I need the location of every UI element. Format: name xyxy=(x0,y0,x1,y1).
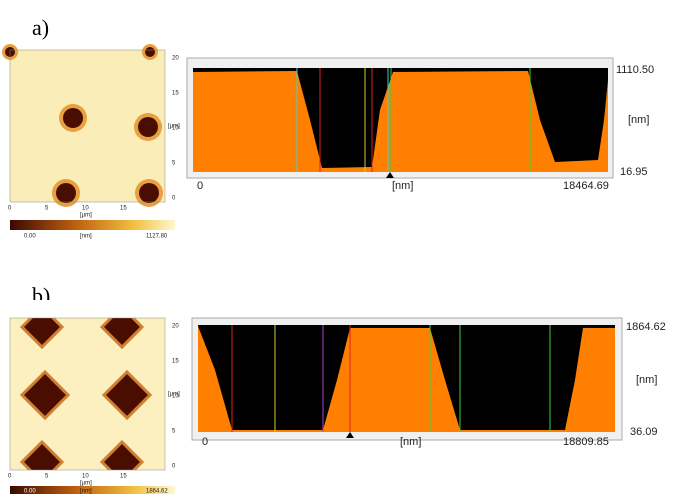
colorbar-label: 1864.62 xyxy=(146,489,168,495)
colorbar-label: 0.00 xyxy=(24,489,36,495)
afm-image xyxy=(2,44,165,207)
x-max-label: 18464.69 xyxy=(563,180,609,192)
x-max-label: 18809.85 xyxy=(563,436,609,448)
y-tick-label: 5 xyxy=(172,161,176,167)
x-unit: [nm] xyxy=(392,180,413,192)
y-unit: [µm] xyxy=(168,124,180,130)
y-unit: [nm] xyxy=(636,374,657,386)
colorbar xyxy=(10,220,175,230)
x-tick-label: 5 xyxy=(45,206,49,212)
x-unit: [nm] xyxy=(400,436,421,448)
x-tick-label: 10 xyxy=(82,474,89,480)
x-unit: [µm] xyxy=(80,213,92,219)
y-tick-label: 0 xyxy=(172,196,176,202)
x-tick-label: 15 xyxy=(120,474,127,480)
y-unit: [µm] xyxy=(168,392,180,398)
y-tick-label: 15 xyxy=(172,359,179,365)
figure: a) 20 15 10 5 0 [µm] 0 5 10 15 [µm] 0.00… xyxy=(0,0,686,497)
y-tick-label: 20 xyxy=(172,56,179,62)
afm-image xyxy=(0,300,190,497)
y-min-label: 16.95 xyxy=(620,166,648,178)
x-tick-label: 15 xyxy=(120,206,127,212)
profile xyxy=(187,58,613,178)
colorbar-label: [nm] xyxy=(80,489,92,495)
y-max-label: 1110.50 xyxy=(616,64,654,76)
x-unit: [µm] xyxy=(80,481,92,487)
y-min-label: 36.09 xyxy=(630,426,658,438)
x-tick-label: 0 xyxy=(8,206,12,212)
x-tick-label: 10 xyxy=(82,206,89,212)
y-tick-label: 15 xyxy=(172,91,179,97)
y-max-label: 1864.62 xyxy=(626,321,666,333)
panel-label: a) xyxy=(32,15,49,40)
colorbar-label: [nm] xyxy=(80,234,92,240)
x-min-label: 0 xyxy=(202,436,208,448)
x-min-label: 0 xyxy=(197,180,203,192)
colorbar-label: 1127.80 xyxy=(146,234,168,240)
profile xyxy=(192,318,622,440)
y-tick-label: 20 xyxy=(172,324,179,330)
colorbar-label: 0.00 xyxy=(24,234,36,240)
y-unit: [nm] xyxy=(628,114,649,126)
